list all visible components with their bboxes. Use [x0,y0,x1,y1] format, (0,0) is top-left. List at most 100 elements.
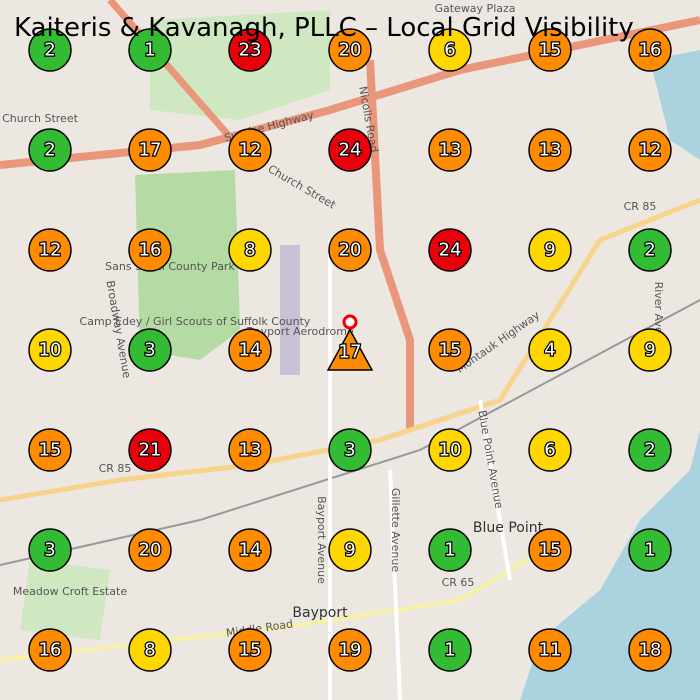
title: Kaiteris & Kavanagh, PLLC – Local Grid V… [14,13,634,43]
map-label: Church Street [2,112,79,125]
rank-marker [128,328,172,372]
rank-marker [628,528,672,572]
rank-marker [128,628,172,672]
rank-marker [128,528,172,572]
map-label: Gillette Avenue [389,488,402,572]
rank-value: 3 [144,340,155,361]
location-pin [342,314,358,330]
rank-value: 1 [444,540,455,561]
rank-marker [228,628,272,672]
rank-marker [528,528,572,572]
highway [366,59,414,430]
rank-value: 21 [139,440,162,461]
rank-value: 2 [644,240,655,261]
rank-value: 16 [139,240,162,261]
rank-marker [628,28,672,72]
rank-marker [128,28,172,72]
map-label: Bayport Aerodrome [246,325,354,338]
rank-marker [328,28,372,72]
rank-marker [528,428,572,472]
railway [0,299,700,566]
rank-marker [628,128,672,172]
rank-value: 13 [439,140,462,161]
water [650,50,700,160]
rank-marker [428,528,472,572]
rank-marker [628,628,672,672]
rank-value: 14 [239,540,262,561]
rank-value: 6 [444,40,455,61]
rank-marker [328,228,372,272]
rank-marker [528,28,572,72]
map-label: Camp Edey / Girl Scouts of Suffolk Count… [80,315,311,328]
map-label: CR 65 [442,576,475,589]
road [0,197,700,503]
map-label: CR 85 [99,462,132,475]
rank-marker [28,128,72,172]
rank-marker [228,128,272,172]
map-label: Meadow Croft Estate [13,585,127,598]
rank-marker [128,128,172,172]
rank-value: 1 [144,40,155,61]
rank-value: 19 [339,640,362,661]
rank-value: 1 [444,640,455,661]
rank-value: 3 [44,540,55,561]
rank-value: 20 [139,540,162,561]
rank-marker [328,428,372,472]
rank-marker [28,528,72,572]
rank-value: 15 [439,340,462,361]
rank-marker [428,128,472,172]
rank-value: 15 [539,540,562,561]
rank-marker [128,228,172,272]
map-label: Blue Point [473,520,544,536]
highway [107,0,253,163]
rank-marker [428,228,472,272]
rank-value: 1 [644,540,655,561]
rank-value: 12 [239,140,262,161]
map-label: CR 85 [624,200,657,213]
rank-marker [428,328,472,372]
rank-value: 9 [644,340,655,361]
rank-value: 15 [39,440,62,461]
rank-value: 2 [644,440,655,461]
rank-marker [28,228,72,272]
rank-value: 11 [539,640,562,661]
rank-value: 2 [44,40,55,61]
rank-marker [328,528,372,572]
rank-value: 10 [39,340,62,361]
rank-value: 15 [239,640,262,661]
rank-value: 13 [539,140,562,161]
rank-value: 12 [639,140,662,161]
rank-value: 9 [344,540,355,561]
rank-marker [28,28,72,72]
park [20,560,110,640]
map-label: Bayport Avenue [315,496,328,584]
rank-value: 20 [339,40,362,61]
rank-value: 17 [139,140,162,161]
rank-value: 12 [39,240,62,261]
rank-marker [228,28,272,72]
rank-marker [228,428,272,472]
rank-marker [628,228,672,272]
rank-marker [328,128,372,172]
rank-marker [28,428,72,472]
rank-value: 13 [239,440,262,461]
rank-value: 6 [544,440,555,461]
rank-value: 8 [244,240,255,261]
map-label: Bayport [292,605,348,621]
rank-value: 24 [339,140,362,161]
rank-marker [228,228,272,272]
rank-value: 8 [144,640,155,661]
rank-marker [528,628,572,672]
rank-marker [628,328,672,372]
rank-marker [428,428,472,472]
rank-value: 9 [544,240,555,261]
rank-marker [28,628,72,672]
rank-marker [228,328,272,372]
runway [280,245,300,375]
rank-value: 20 [339,240,362,261]
rank-value: 15 [539,40,562,61]
rank-value: 16 [39,640,62,661]
rank-marker [528,228,572,272]
rank-value: 24 [439,240,462,261]
